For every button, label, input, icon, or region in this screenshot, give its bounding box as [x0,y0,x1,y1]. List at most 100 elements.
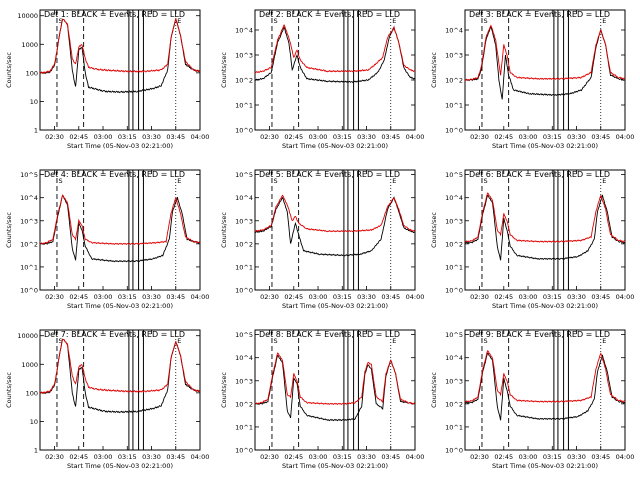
x-tick-label: 04:00 [616,293,635,301]
x-tick-label: 03:45 [591,453,610,461]
y-tick-label: 10^0 [445,447,463,455]
series-events-line [464,194,626,261]
marker-label-s: S [483,177,487,185]
panel-title: Det 8: BLACK = Events, RED = LLD [259,330,400,339]
x-tick-label: 02:30 [45,293,64,301]
y-tick-label: 100 [26,389,38,397]
marker-label-e: E [602,337,606,345]
y-tick-label: 10^5 [445,331,463,339]
x-tick-label: 02:30 [470,133,489,141]
x-axis-title: Start Time (05-Nov-03 02:21:00) [492,302,598,310]
x-tick-label: 03:00 [94,133,113,141]
panel-title: Det 9: BLACK = Events, RED = LLD [469,330,610,339]
marker-label-s: S [483,17,487,25]
marker-label-e: E [392,177,396,185]
x-tick-label: 03:30 [357,453,376,461]
y-tick-label: 10^0 [235,127,253,135]
y-axis-title: Counts/sec [430,52,438,88]
x-tick-label: 03:30 [142,453,161,461]
x-tick-label: 02:30 [470,293,489,301]
y-tick-label: 10^5 [235,331,253,339]
panel-2: Det 2: BLACK = Events, RED = LLD 10^0 10^1… [220,9,425,150]
y-tick-label: 10^0 [445,287,463,295]
plot-frame [39,9,201,131]
x-tick-label: 02:45 [494,293,513,301]
x-axis-title: Start Time (05-Nov-03 02:21:00) [67,462,173,470]
panel-5: Det 5: BLACK = Events, RED = LLD 10^0 10^1… [220,169,424,310]
x-tick-label: 03:45 [166,133,185,141]
plot-frame [254,329,416,451]
x-tick-label: 03:45 [166,293,185,301]
panel-title: Det 2: BLACK = Events, RED = LLD [259,10,400,19]
panel-7: Det 7: BLACK = Events, RED = LLD 1 10 100 10… [5,329,209,470]
x-tick-label: 02:30 [260,293,279,301]
x-tick-label: 03:30 [357,133,376,141]
x-tick-label: 03:00 [519,453,538,461]
plot-frame [464,169,626,291]
x-tick-label: 03:15 [543,133,562,141]
marker-label-s: S [273,177,277,185]
x-axis-title: Start Time (05-Nov-03 02:21:00) [282,142,388,150]
x-axis-title: Start Time (05-Nov-03 02:21:00) [67,142,173,150]
y-tick-label: 1000 [21,41,38,49]
x-tick-label: 03:15 [543,293,562,301]
x-tick-label: 03:45 [166,453,185,461]
y-tick-label: 10^3 [445,377,463,385]
x-tick-label: 02:45 [69,293,88,301]
x-tick-label: 03:00 [94,293,113,301]
x-tick-label: 02:45 [284,453,303,461]
x-tick-label: 04:00 [616,133,635,141]
series-events-line [39,194,201,263]
y-tick-label: 10^3 [445,52,463,60]
panel-8: Det 8: BLACK = Events, RED = LLD 10^0 10^1… [220,329,425,470]
y-tick-label: 10^2 [235,240,253,248]
y-tick-label: 10^5 [235,171,253,179]
y-tick-label: 10^3 [235,217,253,225]
y-tick-label: 10^2 [20,240,38,248]
y-tick-label: 10000 [17,12,38,20]
plot-frame [464,329,626,451]
x-tick-label: 02:45 [494,453,513,461]
series-lld-line [464,350,626,403]
x-tick-label: 03:30 [142,133,161,141]
x-tick-label: 03:15 [118,453,137,461]
y-tick-label: 1 [34,127,38,135]
x-tick-label: 03:15 [333,453,352,461]
y-tick-label: 10^1 [445,263,463,271]
marker-label-e: E [177,17,181,25]
y-axis-title: Counts/sec [430,372,438,408]
y-tick-label: 10^1 [235,102,253,110]
x-tick-label: 02:30 [45,133,64,141]
x-tick-label: 04:00 [406,133,425,141]
x-tick-label: 03:15 [333,133,352,141]
marker-label-s: S [58,337,62,345]
y-tick-label: 10^3 [235,377,253,385]
panel-title: Det 7: BLACK = Events, RED = LLD [44,330,185,339]
panel-title: Det 3: BLACK = Events, RED = LLD [469,10,610,19]
panel-9: Det 9: BLACK = Events, RED = LLD 10^0 10^1… [430,329,634,470]
y-tick-label: 10^0 [235,447,253,455]
x-tick-label: 03:00 [519,133,538,141]
x-tick-label: 02:30 [260,133,279,141]
plot-frame [254,9,416,131]
y-axis-title: Counts/sec [220,372,228,408]
y-tick-label: 10^1 [20,263,38,271]
x-tick-label: 03:00 [309,133,328,141]
y-tick-label: 10 [30,98,38,106]
marker-label-e: E [602,177,606,185]
y-axis-title: Counts/sec [5,372,13,408]
y-axis-title: Counts/sec [5,212,13,248]
x-tick-label: 02:45 [494,133,513,141]
x-tick-label: 04:00 [406,453,425,461]
x-axis-title: Start Time (05-Nov-03 02:21:00) [492,462,598,470]
y-axis-title: Counts/sec [220,212,228,248]
y-tick-label: 100 [26,69,38,77]
y-tick-label: 10^1 [445,423,463,431]
x-tick-label: 03:15 [118,293,137,301]
series-events-line [464,25,626,100]
y-tick-label: 10^2 [445,400,463,408]
series-lld-line [254,352,416,405]
y-tick-label: 10^2 [235,77,253,85]
marker-label-s: S [58,177,62,185]
y-tick-label: 10 [30,418,38,426]
